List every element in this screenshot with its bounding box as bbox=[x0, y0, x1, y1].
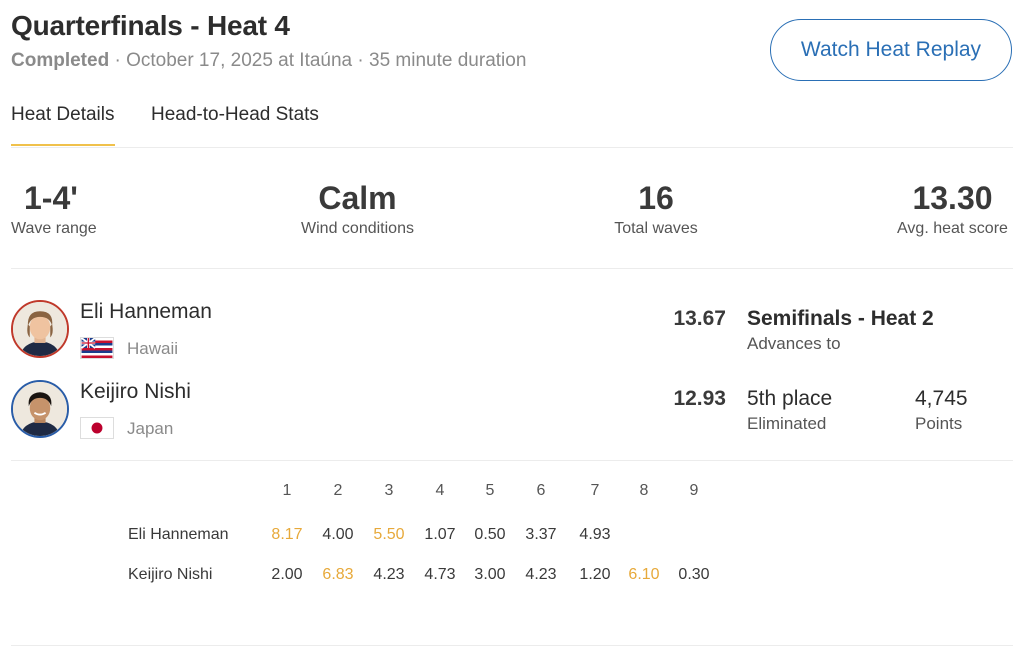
wave-number-header: 8 bbox=[639, 482, 649, 499]
heat-subtitle: Completed · October 17, 2025 at Itaúna ·… bbox=[11, 50, 526, 72]
points-value: 4,745 bbox=[915, 387, 968, 410]
stat-value: 1-4' bbox=[24, 180, 78, 216]
result-next-heat[interactable]: Semifinals - Heat 2 bbox=[747, 307, 934, 330]
wave-score: 2.00 bbox=[271, 566, 303, 583]
surfer-name[interactable]: Keijiro Nishi bbox=[80, 380, 191, 403]
divider bbox=[11, 460, 1013, 461]
stat-label: Avg. heat score bbox=[897, 220, 1008, 237]
stat-label: Wave range bbox=[11, 220, 97, 237]
surfer-country: Hawaii bbox=[127, 339, 179, 358]
stat-wave-range: 1-4' Wave range bbox=[11, 180, 121, 238]
wave-score: 3.37 bbox=[525, 526, 557, 543]
stat-wind-conditions: Calm Wind conditions bbox=[295, 180, 420, 238]
page-title: Quarterfinals - Heat 4 bbox=[11, 10, 290, 41]
stat-total-waves: 16 Total waves bbox=[606, 180, 706, 238]
stat-value: 13.30 bbox=[912, 180, 993, 216]
wave-row-surfer-name: Eli Hanneman bbox=[128, 526, 229, 543]
wave-score: 4.73 bbox=[424, 566, 456, 583]
hawaii-flag-icon bbox=[80, 337, 114, 359]
surfer-country: Japan bbox=[127, 419, 174, 438]
divider bbox=[11, 645, 1013, 646]
stat-label: Total waves bbox=[614, 220, 698, 237]
wave-score: 0.30 bbox=[678, 566, 710, 583]
wave-number-header: 5 bbox=[485, 482, 495, 499]
wave-number-header: 3 bbox=[384, 482, 394, 499]
avatar-eli-hanneman[interactable] bbox=[11, 300, 69, 358]
wave-score: 0.50 bbox=[474, 526, 506, 543]
wave-score: 4.00 bbox=[322, 526, 354, 543]
heat-details: · October 17, 2025 at Itaúna · 35 minute… bbox=[109, 50, 527, 71]
wave-number-header: 7 bbox=[590, 482, 600, 499]
wave-number-header: 2 bbox=[333, 482, 343, 499]
wave-number-header: 6 bbox=[536, 482, 546, 499]
avatar-portrait-icon bbox=[13, 302, 67, 356]
wave-row-surfer-name: Keijiro Nishi bbox=[128, 566, 213, 583]
divider bbox=[11, 147, 1013, 148]
wave-number-header: 9 bbox=[689, 482, 699, 499]
wave-score: 4.93 bbox=[579, 526, 611, 543]
wave-score: 6.83 bbox=[322, 566, 354, 583]
stat-avg-heat-score: 13.30 Avg. heat score bbox=[890, 180, 1015, 238]
wave-score: 1.07 bbox=[424, 526, 456, 543]
tab-heat-details[interactable]: Heat Details bbox=[11, 104, 115, 146]
tab-head-to-head-stats[interactable]: Head-to-Head Stats bbox=[151, 104, 319, 125]
wave-score: 4.23 bbox=[373, 566, 405, 583]
japan-flag-icon bbox=[80, 417, 114, 439]
stat-value: Calm bbox=[318, 180, 397, 216]
heat-status: Completed bbox=[11, 50, 110, 71]
surfer-heat-score: 12.93 bbox=[673, 387, 726, 410]
surfer-heat-score: 13.67 bbox=[673, 307, 726, 330]
watch-replay-button[interactable]: Watch Heat Replay bbox=[770, 19, 1012, 81]
wave-score: 3.00 bbox=[474, 566, 506, 583]
wave-score: 4.23 bbox=[525, 566, 557, 583]
points-label: Points bbox=[915, 414, 963, 433]
surfer-name[interactable]: Eli Hanneman bbox=[80, 300, 212, 323]
avatar-portrait-icon bbox=[13, 382, 67, 436]
stat-value: 16 bbox=[638, 180, 674, 216]
wave-score: 6.10 bbox=[628, 566, 660, 583]
stat-label: Wind conditions bbox=[301, 220, 414, 237]
wave-score: 1.20 bbox=[579, 566, 611, 583]
avatar-keijiro-nishi[interactable] bbox=[11, 380, 69, 438]
wave-score: 5.50 bbox=[373, 526, 405, 543]
result-status: Advances to bbox=[747, 334, 841, 353]
wave-number-header: 4 bbox=[435, 482, 445, 499]
divider bbox=[11, 268, 1013, 269]
result-status: Eliminated bbox=[747, 414, 827, 433]
wave-number-header: 1 bbox=[282, 482, 292, 499]
wave-score: 8.17 bbox=[271, 526, 303, 543]
result-placement: 5th place bbox=[747, 387, 833, 410]
